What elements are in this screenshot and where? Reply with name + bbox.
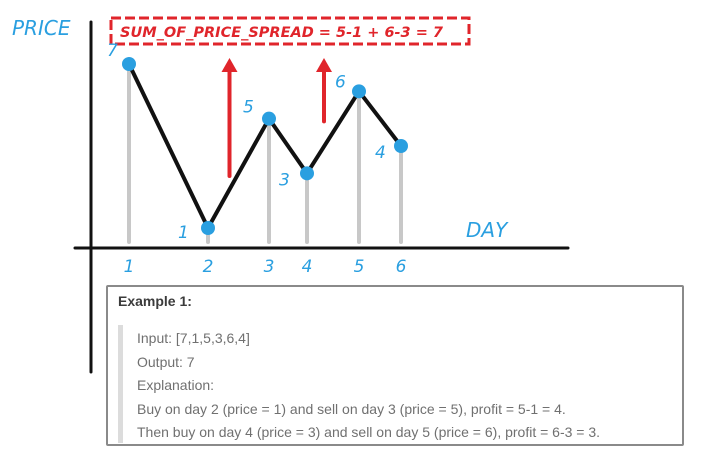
price-point-day-1: [122, 57, 136, 71]
example-explanation-line-1: Buy on day 2 (price = 1) and sell on day…: [137, 400, 566, 417]
example-box: Example 1: Input: [7,1,5,3,6,4] Output: …: [106, 285, 684, 446]
price-segment-3: [267, 116, 309, 176]
point-label-day-4: 3: [279, 170, 290, 190]
example-quote-bar: [118, 325, 123, 443]
point-label-day-3: 5: [243, 98, 254, 118]
point-label-day-6: 4: [375, 143, 386, 163]
example-text: Input: [7,1,5,3,6,4] Output: 7 Explanati…: [137, 327, 600, 445]
spread-label-box: [109, 16, 471, 46]
spread-label: SUM_OF_PRICE_SPREAD = 5-1 + 6-3 = 7: [120, 25, 444, 41]
example-input-line: Input: [7,1,5,3,6,4]: [137, 330, 250, 346]
x-axis-label: DAY: [466, 218, 509, 242]
price-segment-5: [357, 89, 403, 148]
example-explanation-line-2: Then buy on day 4 (price = 3) and sell o…: [137, 424, 601, 440]
x-tick-label-3: 3: [264, 257, 275, 277]
point-label-day-5: 6: [335, 72, 346, 92]
point-label-day-1: 7: [107, 41, 118, 61]
profit-arrow-head-1: [221, 58, 238, 72]
example-output-line: Output: 7: [137, 353, 195, 370]
price-point-day-5: [352, 84, 366, 99]
price-point-day-2: [201, 221, 215, 235]
x-tick-label-1: 1: [124, 257, 135, 277]
y-axis-label: PRICE: [12, 16, 71, 40]
price-segment-2: [206, 116, 271, 230]
price-segment-1: [127, 62, 210, 230]
example-explanation-heading: Explanation:: [137, 377, 215, 393]
x-tick-label-6: 6: [396, 257, 407, 277]
point-label-day-2: 1: [178, 223, 189, 243]
price-point-day-4: [300, 166, 314, 181]
x-tick-label-2: 2: [203, 257, 214, 277]
x-tick-label-5: 5: [354, 257, 365, 277]
price-point-day-3: [262, 111, 276, 126]
profit-arrow-head-2: [316, 58, 332, 72]
price-point-day-6: [394, 139, 408, 153]
example-title: Example 1:: [118, 293, 192, 309]
price-segment-4: [305, 89, 361, 176]
x-tick-label-4: 4: [302, 257, 313, 277]
